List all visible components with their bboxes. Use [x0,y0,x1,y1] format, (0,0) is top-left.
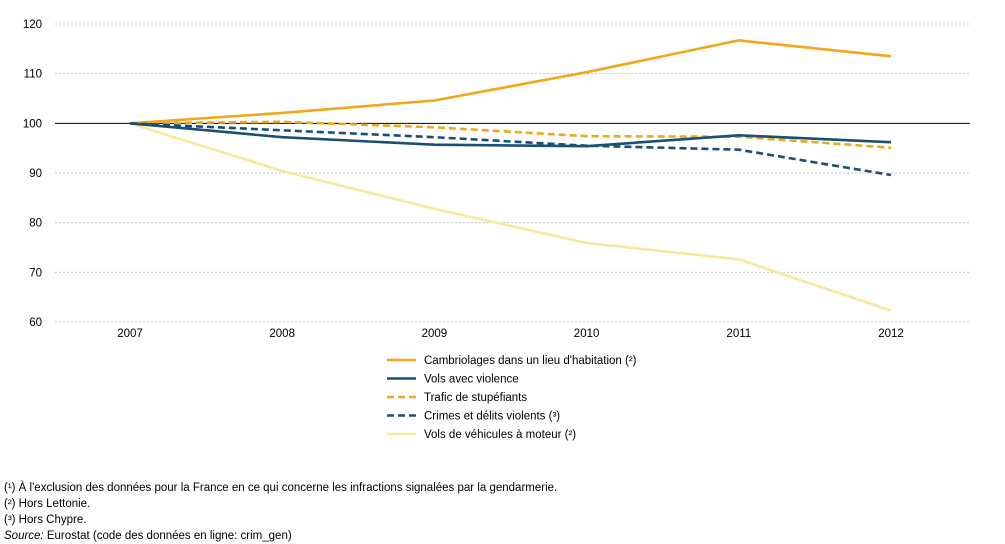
x-tick-label-2011: 2011 [726,328,751,340]
y-tick-label-110: 110 [24,69,42,81]
y-tick-label-70: 70 [29,267,42,279]
x-tick-label-2012: 2012 [878,328,904,340]
footnote-1: (¹) À l'exclusion des données pour la Fr… [4,480,557,496]
footnote-3: (³) Hors Chypre. [4,512,557,528]
x-tick-label-2008: 2008 [269,328,295,340]
y-tick-label-100: 100 [23,118,42,130]
legend-label-2: Trafic de stupéfiants [424,392,527,404]
legend-label-3: Crimes et délits violents (³) [424,411,560,423]
footnotes: (¹) À l'exclusion des données pour la Fr… [4,480,557,544]
source-text: Eurostat (code des données en ligne: cri… [44,530,292,542]
y-tick-label-80: 80 [29,218,42,230]
footnote-2: (²) Hors Lettonie. [4,496,557,512]
line-chart: 60 70 80 90 100 110 120 2007 2008 2009 2010 2011 201… [0,0,1005,480]
legend-label-4: Vols de véhicules à moteur (²) [424,429,576,441]
y-tick-label-120: 120 [23,19,42,31]
y-tick-label-90: 90 [29,168,42,180]
x-tick-label-2007: 2007 [117,328,143,340]
y-tick-label-60: 60 [29,317,42,329]
series-line-0 [130,40,891,123]
source-line: Source: Eurostat (code des données en li… [4,528,557,544]
source-label: Source: [4,530,44,542]
series-line-1 [130,123,891,146]
legend-label-0: Cambriolages dans un lieu d'habitation (… [424,355,637,367]
x-tick-label-2010: 2010 [574,328,600,340]
x-tick-label-2009: 2009 [422,328,448,340]
series-line-4 [130,123,891,310]
legend-label-1: Vols avec violence [424,374,519,386]
